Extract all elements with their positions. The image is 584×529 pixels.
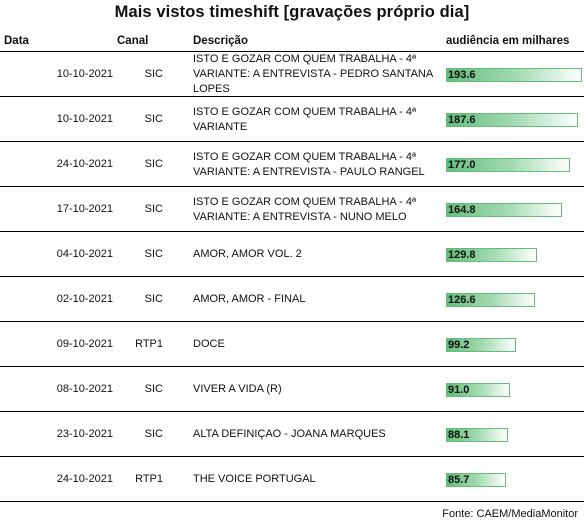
descricao-line: ISTO E GOZAR COM QUEM TRABALHA - 4ª (193, 150, 417, 163)
row-divider (0, 456, 584, 457)
descricao-line: ISTO E GOZAR COM QUEM TRABALHA - 4ª (193, 105, 417, 118)
row-descricao: THE VOICE PORTUGAL (193, 472, 438, 487)
row-date: 08-10-2021 (56, 382, 113, 395)
row-divider (0, 186, 584, 187)
row-divider (0, 96, 584, 97)
row-date: 02-10-2021 (56, 292, 113, 305)
descricao-line: AMOR, AMOR - FINAL (193, 293, 306, 305)
audiencia-value: 187.6 (448, 113, 476, 126)
row-canal: SIC (144, 157, 163, 170)
header-data: Data (4, 35, 29, 47)
row-descricao: ALTA DEFINIÇAO - JOANA MARQUES (193, 427, 438, 442)
row-canal: RTP1 (135, 472, 163, 485)
descricao-line: ISTO E GOZAR COM QUEM TRABALHA - 4ª (193, 53, 417, 65)
descricao-line: VARIANTE: A ENTREVISTA - NUNO MELO (193, 210, 407, 223)
descricao-line: LOPES (193, 83, 230, 95)
row-date: 10-10-2021 (56, 112, 113, 125)
descricao-line: VARIANTE (193, 120, 248, 133)
table-row: 04-10-2021 SIC AMOR, AMOR VOL. 2 129.8 (0, 232, 584, 277)
descricao-line: ISTO E GOZAR COM QUEM TRABALHA - 4ª (193, 195, 417, 208)
header-audiencia: audiência em milhares (446, 35, 570, 47)
row-divider (0, 231, 584, 232)
audiencia-value: 129.8 (448, 248, 476, 261)
table-row: 02-10-2021 SIC AMOR, AMOR - FINAL 126.6 (0, 277, 584, 322)
audiencia-value: 164.8 (448, 203, 476, 216)
descricao-line: AMOR, AMOR VOL. 2 (193, 248, 302, 260)
row-canal: SIC (144, 247, 163, 260)
audiencia-bar (446, 112, 578, 127)
table-row: 10-10-2021 SIC ISTO E GOZAR COM QUEM TRABA… (0, 97, 584, 142)
audiencia-value: 99.2 (448, 338, 470, 351)
descricao-line: VARIANTE: A ENTREVISTA - PEDRO SANTANA (193, 68, 434, 80)
audiencia-bar (446, 67, 582, 82)
descricao-line: VIVER A VIDA (R) (193, 383, 282, 395)
row-canal: SIC (144, 202, 163, 215)
row-divider (0, 411, 584, 412)
row-date: 10-10-2021 (56, 67, 113, 80)
row-date: 17-10-2021 (56, 202, 113, 215)
row-divider (0, 276, 584, 277)
chart-title: Mais vistos timeshift [gravações próprio… (114, 3, 470, 21)
audiencia-bar (446, 202, 562, 217)
audiencia-value: 85.7 (448, 473, 470, 486)
row-date: 23-10-2021 (56, 427, 113, 440)
header-divider (0, 51, 584, 52)
audiencia-value: 193.6 (448, 68, 476, 81)
row-divider (0, 501, 584, 502)
row-divider (0, 141, 584, 142)
row-divider (0, 321, 584, 322)
descricao-line: ALTA DEFINIÇAO - JOANA MARQUES (193, 428, 386, 440)
row-descricao: ISTO E GOZAR COM QUEM TRABALHA - 4ª VARIA… (193, 195, 438, 225)
table-row: 23-10-2021 SIC ALTA DEFINIÇAO - JOANA MARQ… (0, 412, 584, 457)
audiencia-bar (446, 157, 570, 172)
descricao-line: DOCE (193, 338, 225, 350)
audiencia-value: 88.1 (448, 428, 470, 441)
descricao-line: THE VOICE PORTUGAL (193, 473, 316, 485)
row-date: 24-10-2021 (56, 157, 113, 170)
row-date: 04-10-2021 (56, 247, 113, 260)
header-descricao: Descrição (193, 35, 248, 47)
row-canal: SIC (144, 382, 163, 395)
table-row: 08-10-2021 SIC VIVER A VIDA (R) 91.0 (0, 367, 584, 412)
table-row: 09-10-2021 RTP1 DOCE 99.2 (0, 322, 584, 367)
row-canal: SIC (144, 292, 163, 305)
row-canal: SIC (144, 427, 163, 440)
row-date: 24-10-2021 (56, 472, 113, 485)
row-descricao: ISTO E GOZAR COM QUEM TRABALHA - 4ª VARIA… (193, 52, 438, 97)
table-row: 17-10-2021 SIC ISTO E GOZAR COM QUEM TRABA… (0, 187, 584, 232)
audiencia-bar (446, 337, 516, 352)
header-canal: Canal (117, 35, 149, 47)
audiencia-bar (446, 247, 537, 262)
table-row: 24-10-2021 RTP1 THE VOICE PORTUGAL 85.7 (0, 457, 584, 502)
audiencia-bar (446, 382, 510, 397)
row-descricao: ISTO E GOZAR COM QUEM TRABALHA - 4ª VARIA… (193, 105, 438, 135)
row-date: 09-10-2021 (56, 337, 113, 350)
table-row: 24-10-2021 SIC ISTO E GOZAR COM QUEM TRABA… (0, 142, 584, 187)
audiencia-bar (446, 427, 508, 442)
descricao-line: VARIANTE: A ENTREVISTA - PAULO RANGEL (193, 165, 425, 178)
row-descricao: ISTO E GOZAR COM QUEM TRABALHA - 4ª VARIA… (193, 150, 438, 180)
row-canal: SIC (144, 112, 163, 125)
row-descricao: DOCE (193, 337, 438, 352)
table-row: 10-10-2021 SIC ISTO E GOZAR COM QUEM TRABA… (0, 52, 584, 97)
row-canal: RTP1 (135, 337, 163, 350)
audiencia-value: 91.0 (448, 383, 470, 396)
row-descricao: VIVER A VIDA (R) (193, 382, 438, 397)
row-canal: SIC (144, 67, 163, 80)
audiencia-value: 177.0 (448, 158, 476, 171)
source-note: Fonte: CAEM/MediaMonitor (442, 508, 578, 520)
audiencia-value: 126.6 (448, 293, 476, 306)
row-descricao: AMOR, AMOR - FINAL (193, 292, 438, 307)
audiencia-bar (446, 472, 506, 487)
audiencia-bar (446, 292, 535, 307)
row-divider (0, 366, 584, 367)
row-descricao: AMOR, AMOR VOL. 2 (193, 247, 438, 262)
